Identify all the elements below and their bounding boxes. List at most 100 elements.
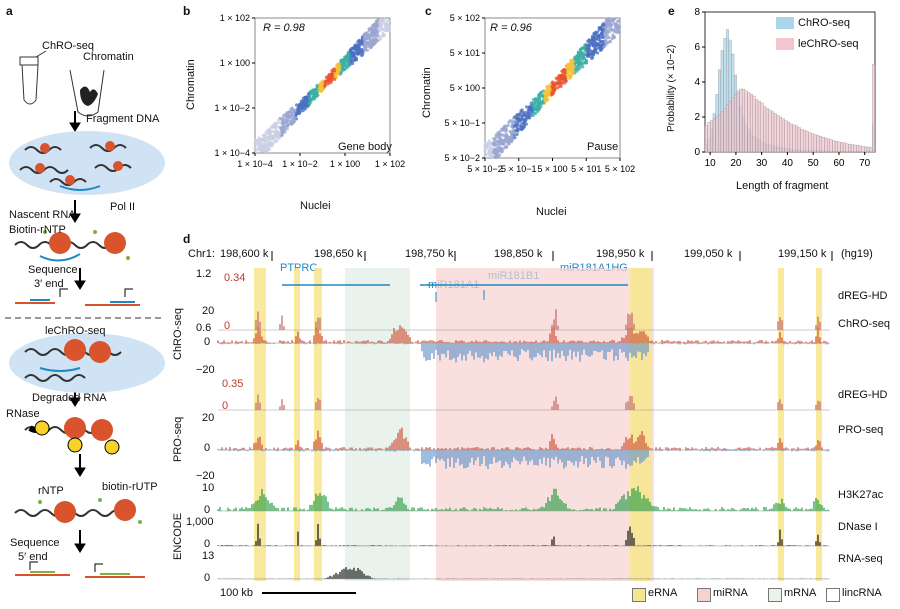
scatter-point bbox=[272, 134, 276, 138]
legend-mirna: miRNA bbox=[713, 587, 748, 599]
scatter-point bbox=[282, 126, 286, 130]
score-dreg1-top: 0.34 bbox=[224, 272, 246, 284]
scatter-point bbox=[327, 81, 332, 85]
y-tick-label: 1 × 102 bbox=[220, 13, 250, 23]
x-tick-label: 1 × 102 bbox=[375, 159, 405, 169]
scatter-point bbox=[324, 79, 328, 83]
scatter-point bbox=[270, 143, 274, 147]
scatter-point bbox=[285, 127, 289, 131]
legend-swatch-mrna bbox=[768, 588, 782, 602]
scatter-point bbox=[275, 134, 280, 138]
scatter-point bbox=[385, 28, 389, 33]
scatter-point bbox=[292, 117, 296, 121]
scatter-point bbox=[369, 39, 373, 43]
scatter-point bbox=[353, 58, 357, 62]
tick-dreg1-bottom: 0.6 bbox=[196, 322, 212, 334]
scatter-point bbox=[366, 34, 370, 38]
scatter-point bbox=[374, 36, 378, 40]
tick-h3k-10: 10 bbox=[202, 482, 215, 494]
tick-dnase-1000: 1,000 bbox=[186, 516, 214, 528]
scatter-point bbox=[253, 148, 257, 152]
scatter-point bbox=[287, 116, 291, 120]
region-erna bbox=[294, 268, 300, 581]
score-dreg2-bottom: 0 bbox=[222, 400, 229, 412]
scatter-point bbox=[272, 130, 277, 134]
scatter-point bbox=[272, 137, 276, 141]
scatter-point bbox=[292, 120, 296, 124]
track-label-dreg-1: dREG-HD bbox=[838, 290, 888, 302]
scatter-point bbox=[337, 67, 342, 71]
scatter-point bbox=[363, 41, 367, 45]
scatter-point bbox=[284, 117, 288, 121]
legend-lincrna: lincRNA bbox=[842, 587, 882, 599]
scatter-point bbox=[261, 145, 266, 149]
scatter-point bbox=[330, 69, 334, 73]
scatter-point bbox=[253, 145, 257, 149]
scatter-plot-b: 1 × 10−4 1 × 10−2 1 × 100 1 × 102 1 × 102 1 ×… bbox=[214, 13, 405, 169]
scatter-point bbox=[256, 141, 260, 145]
chromatin-label: Chromatin bbox=[83, 51, 134, 63]
scatter-point bbox=[333, 72, 337, 76]
scatter-point bbox=[375, 19, 379, 23]
scatter-point bbox=[341, 67, 346, 71]
lechro-seq-title: leChRO-seq bbox=[45, 325, 106, 337]
score-dreg2-top: 0.35 bbox=[222, 378, 244, 390]
tick-chro-neg20: −20 bbox=[196, 364, 215, 376]
scatter-point bbox=[268, 132, 272, 137]
scatter-point bbox=[374, 26, 378, 30]
scatter-point bbox=[307, 92, 311, 96]
chro-seq-title: ChRO-seq bbox=[42, 40, 94, 52]
track-label-pro-seq: PRO-seq bbox=[838, 424, 884, 436]
scatter-point bbox=[324, 75, 328, 80]
degraded-rna-label: Degraded RNA bbox=[32, 392, 107, 404]
tick-chro-0: 0 bbox=[204, 336, 211, 348]
scatter-point bbox=[369, 44, 373, 49]
region-erna bbox=[254, 268, 266, 581]
scatter-point bbox=[292, 109, 296, 114]
scatter-point bbox=[268, 147, 272, 151]
scale-bar bbox=[262, 592, 356, 594]
legend-erna: eRNA bbox=[648, 587, 678, 599]
scatter-b-corner-label: Gene body bbox=[338, 141, 392, 153]
scatter-point bbox=[377, 20, 382, 24]
x-tick-label: 1 × 100 bbox=[330, 159, 360, 169]
scatter-point bbox=[586, 39, 590, 43]
tube-icon bbox=[19, 50, 47, 105]
scatter-point bbox=[264, 132, 268, 136]
scatter-point bbox=[304, 96, 308, 100]
tick-rna-0: 0 bbox=[204, 572, 211, 584]
track-label-chro-seq: ChRO-seq bbox=[838, 318, 890, 330]
region-mirna bbox=[436, 268, 654, 581]
scatter-point bbox=[297, 108, 301, 113]
group-label-encode: ENCODE bbox=[172, 512, 184, 560]
scatter-point bbox=[275, 139, 279, 143]
scatter-point bbox=[303, 102, 307, 106]
tick-pro-0: 0 bbox=[204, 442, 211, 454]
x-tick-label: 1 × 10−4 bbox=[237, 159, 273, 169]
legend-swatch-lincrna bbox=[826, 588, 840, 602]
scatter-point bbox=[318, 85, 322, 89]
scatter-point bbox=[320, 88, 324, 92]
scatter-point bbox=[363, 32, 368, 37]
scatter-point bbox=[335, 64, 340, 68]
scatter-point bbox=[382, 28, 386, 32]
rntp-label: rNTP bbox=[38, 485, 64, 497]
legend-mrna: mRNA bbox=[784, 587, 817, 599]
scatter-point bbox=[340, 58, 344, 62]
scatter-point bbox=[283, 113, 287, 117]
nascent-rna-label: Nascent RNA bbox=[9, 209, 76, 221]
end5-label: 5′ end bbox=[18, 551, 48, 563]
panel-a-diagram bbox=[5, 50, 165, 578]
scatter-point bbox=[285, 110, 289, 115]
scatter-point bbox=[345, 55, 349, 59]
scatter-b-xlabel: Nuclei bbox=[300, 200, 331, 212]
panel-b-label: b bbox=[183, 4, 191, 18]
legend-swatch-mirna bbox=[697, 588, 711, 602]
track-label-h3k27ac: H3K27ac bbox=[838, 489, 884, 501]
scatter-point bbox=[355, 46, 359, 50]
group-label-pro: PRO-seq bbox=[172, 416, 184, 462]
scatter-point bbox=[372, 42, 376, 46]
scatter-point bbox=[367, 29, 371, 33]
